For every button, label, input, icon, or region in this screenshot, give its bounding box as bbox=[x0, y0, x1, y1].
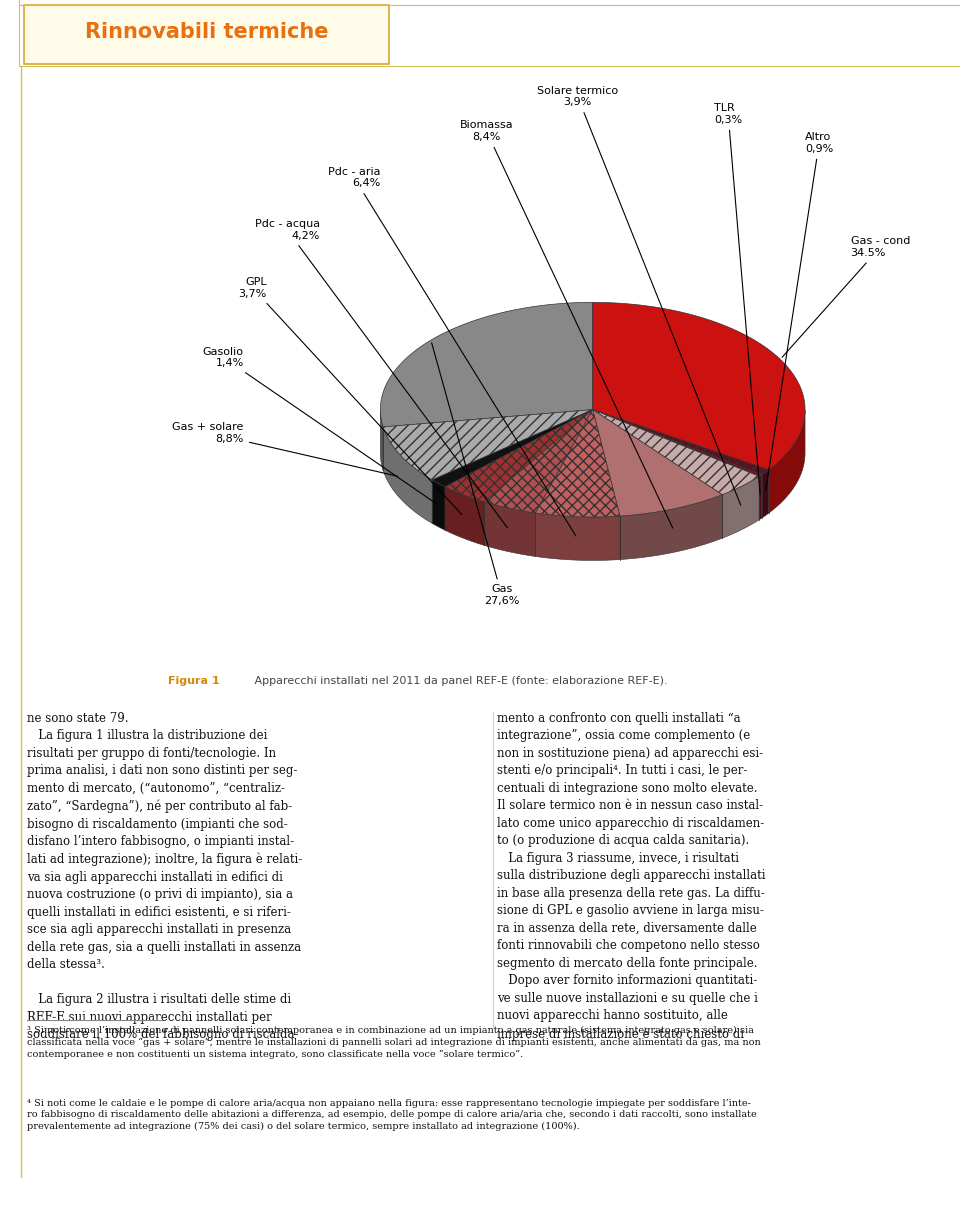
Polygon shape bbox=[432, 410, 592, 487]
Polygon shape bbox=[484, 410, 592, 513]
Text: L’Energia Elettrica  22  gennaio-febbraio 2013: L’Energia Elettrica 22 gennaio-febbraio … bbox=[342, 1194, 618, 1208]
Polygon shape bbox=[536, 513, 620, 560]
Text: Solare termico
3,9%: Solare termico 3,9% bbox=[537, 85, 741, 505]
Polygon shape bbox=[445, 410, 592, 502]
Text: Apparecchi installati nel 2011 da panel REF-E (fonte: elaborazione REF-E).: Apparecchi installati nel 2011 da panel … bbox=[252, 676, 668, 686]
Polygon shape bbox=[536, 410, 620, 516]
Text: TLR
0,3%: TLR 0,3% bbox=[714, 103, 760, 495]
Polygon shape bbox=[592, 303, 805, 470]
Polygon shape bbox=[380, 303, 592, 427]
Polygon shape bbox=[380, 411, 383, 470]
Text: Rinnovabili termiche: Rinnovabili termiche bbox=[84, 22, 328, 43]
Text: Pdc - aria
6,4%: Pdc - aria 6,4% bbox=[328, 167, 576, 536]
Text: Gas + solare
8,8%: Gas + solare 8,8% bbox=[173, 422, 397, 476]
Polygon shape bbox=[592, 410, 761, 476]
Text: ⁴ Si noti come le caldaie e le pompe di calore aria/acqua non appaiano nella fig: ⁴ Si noti come le caldaie e le pompe di … bbox=[27, 1099, 756, 1131]
Polygon shape bbox=[383, 427, 432, 524]
Polygon shape bbox=[592, 410, 759, 495]
Text: ne sono state 79.
   La figura 1 illustra la distribuzione dei
risultati per gru: ne sono state 79. La figura 1 illustra l… bbox=[27, 712, 302, 1042]
Text: Gasolio
1,4%: Gasolio 1,4% bbox=[203, 347, 436, 503]
Polygon shape bbox=[722, 476, 759, 538]
Text: Pdc - acqua
4,2%: Pdc - acqua 4,2% bbox=[254, 219, 508, 527]
Text: ³ Si noti come l’installazione di pannelli solari contemporanea e in combinazion: ³ Si noti come l’installazione di pannel… bbox=[27, 1026, 760, 1059]
FancyBboxPatch shape bbox=[24, 5, 389, 63]
Text: GPL
3,7%: GPL 3,7% bbox=[238, 277, 462, 514]
Polygon shape bbox=[484, 502, 536, 557]
Text: Figura 1: Figura 1 bbox=[168, 676, 220, 686]
Polygon shape bbox=[620, 495, 722, 559]
Text: Biomassa
8,4%: Biomassa 8,4% bbox=[460, 121, 673, 527]
Text: Gas
27,6%: Gas 27,6% bbox=[432, 343, 519, 606]
Polygon shape bbox=[383, 410, 592, 480]
Polygon shape bbox=[592, 410, 769, 475]
Text: mento a confronto con quelli installati “a
integrazione”, ossia come complemento: mento a confronto con quelli installati … bbox=[497, 712, 766, 1040]
Text: Altro
0,9%: Altro 0,9% bbox=[765, 132, 833, 491]
Text: Gas - cond
34.5%: Gas - cond 34.5% bbox=[782, 237, 910, 358]
Polygon shape bbox=[432, 480, 445, 530]
Polygon shape bbox=[761, 470, 769, 518]
Polygon shape bbox=[769, 410, 805, 513]
Polygon shape bbox=[759, 475, 761, 520]
Polygon shape bbox=[445, 487, 484, 546]
Polygon shape bbox=[592, 410, 722, 516]
